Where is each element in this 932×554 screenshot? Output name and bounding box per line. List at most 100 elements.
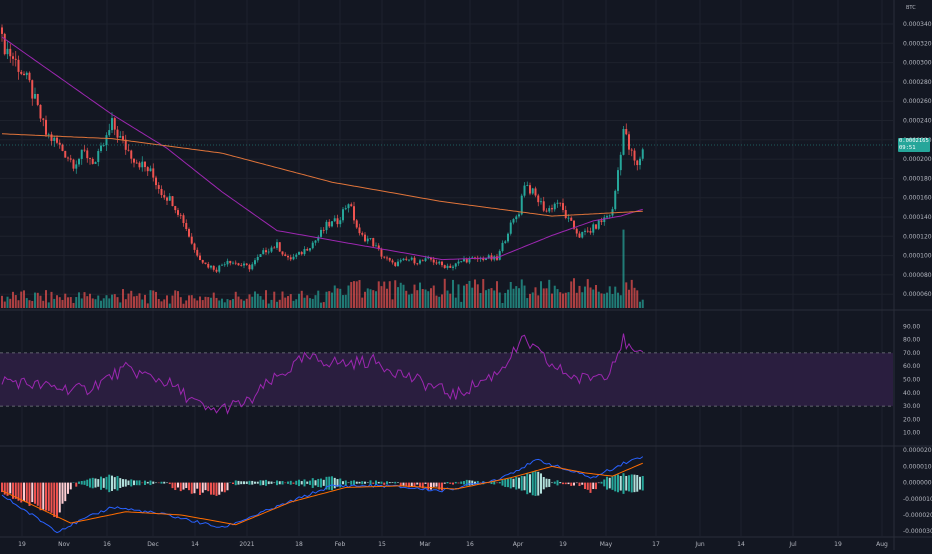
candle-body-202 (556, 202, 559, 204)
candle-body-109 (300, 252, 303, 255)
macd-hist-137 (377, 481, 380, 484)
candle-body-117 (322, 229, 325, 231)
candle-body-166 (457, 261, 460, 264)
candle-body-79 (218, 265, 221, 272)
macd-hist-90 (248, 480, 251, 485)
candle-body-200 (551, 208, 553, 210)
volume-bar-61 (168, 303, 171, 308)
macd-hist-97 (267, 481, 270, 485)
macd-hist-183 (504, 478, 507, 487)
candle-body-165 (454, 263, 457, 267)
volume-bar-124 (342, 295, 344, 308)
candle-body-28 (78, 158, 80, 165)
volume-bar-213 (586, 279, 589, 308)
candle-body-57 (157, 185, 160, 189)
macd-hist-192 (529, 474, 531, 493)
volume-bar-68 (188, 295, 190, 308)
volume-bar-55 (152, 290, 155, 308)
macd-hist-154 (424, 482, 427, 484)
volume-bar-123 (339, 288, 342, 308)
candle-body-168 (463, 258, 465, 262)
macd-hist-209 (575, 482, 578, 484)
candle-body-6 (17, 59, 20, 72)
volume-bar-87 (240, 299, 243, 308)
volume-bar-160 (441, 294, 443, 308)
macd-hist-102 (281, 481, 284, 485)
x-tick-10: 16 (466, 541, 474, 548)
volume-bar-70 (193, 298, 196, 308)
volume-bar-226 (622, 229, 625, 308)
candle-body-65 (179, 214, 182, 216)
volume-bar-164 (452, 279, 454, 308)
candle-body-31 (86, 150, 89, 159)
candle-body-16 (45, 119, 47, 135)
volume-bar-147 (405, 290, 408, 308)
macd-hist-16 (45, 482, 47, 511)
volume-bar-194 (534, 287, 537, 308)
candle-body-54 (149, 168, 152, 172)
volume-bar-187 (515, 286, 518, 308)
volume-bar-198 (545, 288, 548, 308)
volume-bar-9 (25, 298, 28, 308)
macd-hist-168 (463, 481, 465, 485)
candle-body-118 (325, 221, 328, 231)
macd-hist-118 (325, 476, 328, 490)
candle-body-172 (474, 257, 476, 259)
candle-body-163 (449, 265, 452, 268)
rsi-tick-1: 80.00 (903, 337, 920, 344)
volume-bar-158 (435, 295, 438, 308)
x-tick-4: 14 (191, 541, 199, 548)
candle-body-106 (292, 256, 295, 260)
volume-bar-205 (564, 292, 567, 308)
macd-hist-40 (111, 475, 113, 491)
volume-bar-157 (432, 285, 435, 308)
candle-body-44 (122, 136, 124, 140)
volume-bar-48 (133, 296, 135, 308)
volume-bar-101 (278, 299, 281, 308)
volume-bar-74 (204, 296, 207, 308)
macd-hist-77 (212, 482, 215, 495)
macd-hist-57 (157, 482, 160, 484)
volume-bar-131 (361, 297, 364, 308)
candle-body-213 (586, 230, 589, 232)
bar-countdown: 09:51 (899, 145, 916, 151)
candle-body-39 (108, 130, 111, 136)
candle-body-63 (174, 206, 177, 211)
candle-body-113 (311, 242, 314, 249)
macd-hist-191 (526, 472, 529, 495)
candle-body-185 (509, 222, 512, 234)
macd-hist-109 (300, 481, 303, 485)
volume-bar-218 (600, 293, 603, 308)
rsi-tick-4: 50.00 (903, 377, 920, 384)
candle-body-114 (314, 240, 317, 243)
candle-body-24 (67, 157, 69, 159)
macd-line (1, 456, 644, 534)
candle-body-104 (287, 255, 289, 258)
macd-hist-91 (251, 480, 254, 485)
volume-bar-186 (512, 288, 515, 308)
macd-hist-114 (314, 480, 317, 486)
rsi-line (1, 333, 644, 415)
macd-hist-160 (441, 482, 443, 491)
macd-hist-125 (344, 480, 347, 486)
volume-bar-76 (210, 297, 212, 308)
macd-hist-26 (72, 482, 75, 484)
rsi-tick-3: 60.00 (903, 363, 920, 370)
macd-hist-180 (496, 482, 498, 484)
rsi-tick-0: 90.00 (903, 323, 920, 330)
x-tick-3: Dec (147, 541, 159, 548)
volume-bar-163 (449, 293, 452, 308)
candle-body-142 (391, 260, 394, 263)
x-tick-6: 18 (295, 541, 303, 548)
volume-bar-49 (135, 295, 138, 308)
candle-body-132 (364, 234, 366, 242)
volume-bar-65 (179, 297, 182, 308)
